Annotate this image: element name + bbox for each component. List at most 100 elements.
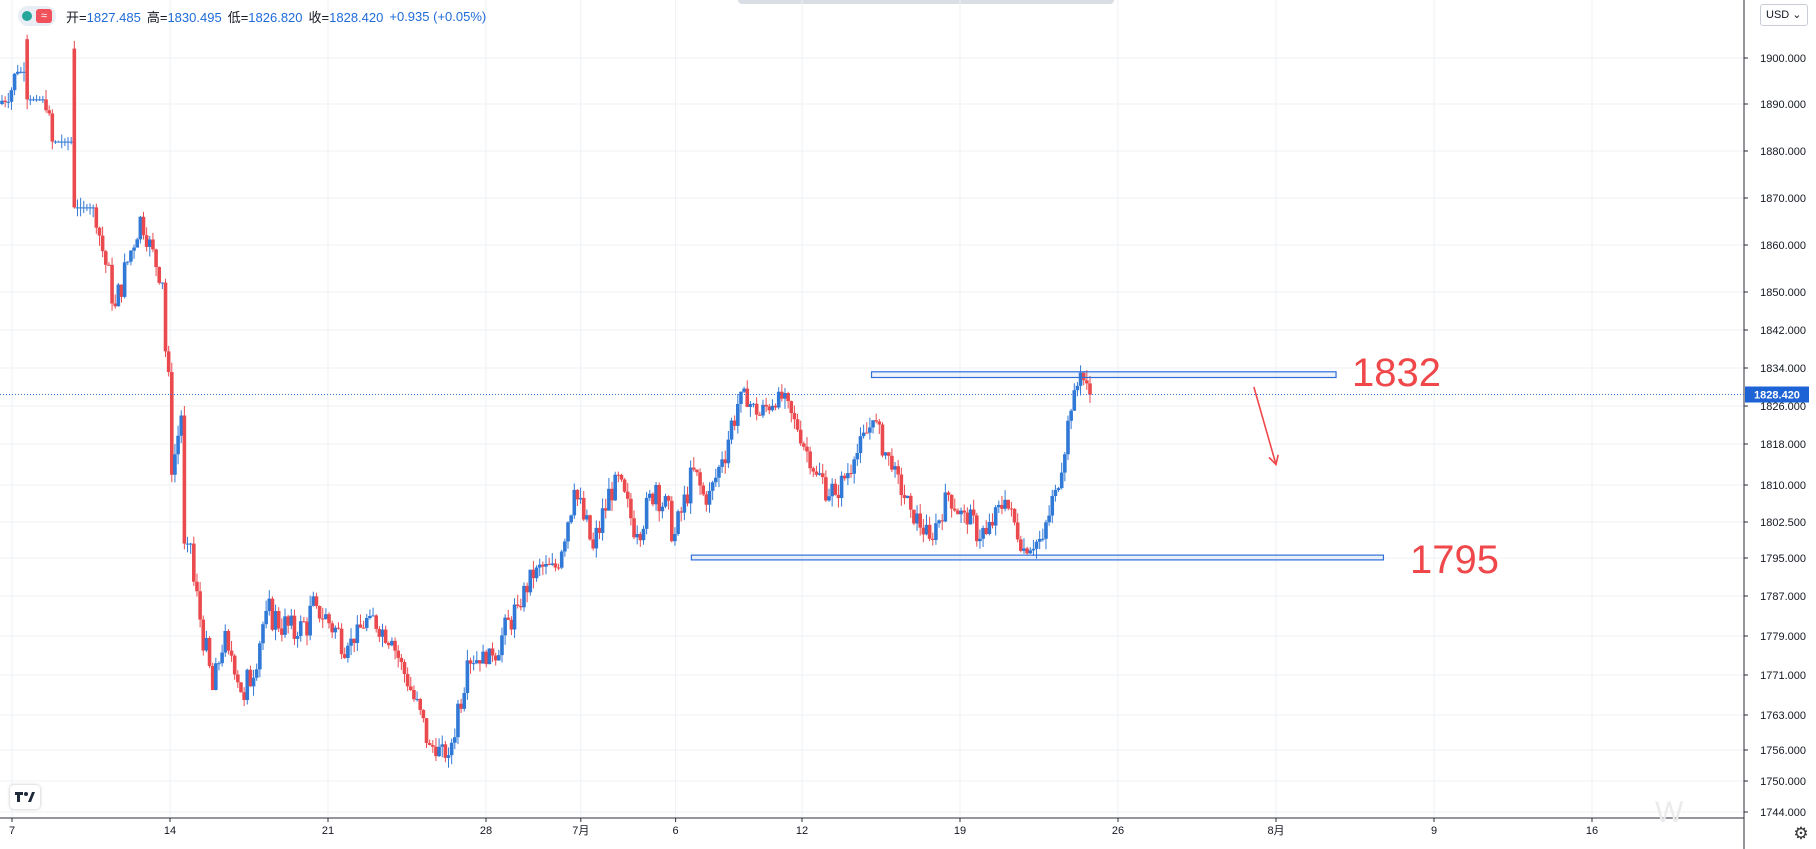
candle-body — [339, 628, 344, 655]
candle-body — [635, 534, 639, 538]
candle-body — [1085, 380, 1089, 384]
candle-body — [270, 598, 275, 630]
candle-body — [192, 543, 196, 582]
candle-body — [773, 405, 778, 408]
candle-body — [399, 657, 404, 663]
candle-body — [691, 467, 696, 470]
candle-body — [880, 424, 885, 456]
candle-body — [503, 617, 507, 636]
candle-body — [912, 509, 916, 524]
candle-body — [550, 563, 555, 565]
candle-body — [201, 619, 206, 651]
candle-body — [905, 495, 910, 499]
close-label: 收 — [308, 9, 322, 25]
candle-body — [1000, 504, 1004, 509]
gear-icon[interactable]: ⚙ — [1793, 824, 1809, 843]
candle-body — [226, 631, 231, 651]
candle-body — [349, 638, 353, 646]
ohlc-low: 低=1826.820 — [227, 9, 303, 25]
candle-body — [1072, 390, 1077, 411]
candle-body — [890, 455, 894, 470]
candle-body — [254, 669, 259, 678]
candle-body — [1075, 385, 1080, 391]
candle-body — [657, 485, 662, 512]
candle-body — [978, 538, 982, 542]
price-tick-label: 1842.000 — [1760, 325, 1806, 337]
tv-logo-icon — [15, 792, 35, 802]
candle-body — [459, 703, 463, 709]
candle-body — [500, 635, 504, 656]
candle-body — [1009, 508, 1014, 510]
candle-body — [789, 401, 794, 414]
candle-body — [871, 420, 875, 428]
candle-body — [874, 420, 878, 422]
candle-body — [214, 663, 218, 690]
candle-body — [493, 655, 498, 661]
candle-body — [698, 472, 702, 486]
legend-toggle[interactable]: ≈ — [18, 6, 56, 26]
candle-body — [154, 249, 158, 268]
candle-body — [531, 569, 536, 579]
candle-body — [984, 528, 989, 534]
candle-body — [1056, 488, 1061, 490]
candle-body — [993, 507, 998, 526]
candle-body — [758, 414, 762, 416]
candle-body — [424, 718, 429, 744]
candle-body — [569, 515, 573, 523]
candle-body — [72, 48, 77, 208]
candle-body — [47, 110, 51, 114]
candle-body — [160, 282, 165, 284]
watermark: W — [1655, 796, 1685, 829]
candle-body — [44, 99, 48, 111]
candle-body — [629, 498, 633, 519]
candle-body — [1041, 538, 1045, 540]
candle-body — [1081, 372, 1086, 381]
candle-body — [852, 459, 856, 474]
candle-body — [971, 509, 976, 516]
candle-body — [374, 615, 378, 629]
candle-body — [566, 522, 570, 542]
candle-body — [364, 618, 369, 628]
candle-body — [726, 439, 731, 464]
candle-body — [487, 648, 492, 665]
candle-body — [0, 100, 4, 104]
candle-body — [849, 473, 853, 475]
wave-icon[interactable]: ≈ — [36, 9, 52, 23]
time-tick-label: 28 — [480, 825, 492, 837]
candle-body — [842, 475, 847, 479]
candle-body — [144, 235, 149, 247]
candle-body — [669, 500, 674, 542]
candle-body — [481, 651, 485, 664]
candle-body — [827, 496, 831, 501]
candle-body — [342, 654, 347, 658]
candle-body — [908, 495, 913, 510]
candle-body — [207, 637, 212, 667]
candle-body — [421, 709, 426, 719]
price-tick-label: 1850.000 — [1760, 287, 1806, 299]
currency-selector[interactable]: USD ⌄ — [1760, 4, 1808, 26]
candle-body — [361, 627, 366, 629]
candle-body — [9, 90, 14, 102]
candle-body — [1078, 372, 1083, 386]
candle-body — [358, 624, 363, 628]
price-tick-label: 1750.000 — [1760, 776, 1806, 788]
candle-body — [113, 303, 118, 307]
candle-body — [820, 473, 825, 478]
price-tick-label: 1818.000 — [1760, 439, 1806, 451]
candle-body — [185, 543, 190, 545]
price-tick-label: 1890.000 — [1760, 99, 1806, 111]
candle-body — [19, 71, 23, 73]
time-tick-label: 7月 — [572, 825, 589, 837]
candle-body — [497, 655, 501, 661]
candle-body — [132, 247, 136, 251]
visibility-icon[interactable] — [22, 11, 32, 21]
tradingview-logo[interactable] — [10, 785, 40, 809]
candle-body — [537, 564, 542, 568]
candle-body — [899, 474, 904, 496]
candle-body — [56, 141, 61, 143]
candle-body — [622, 479, 627, 492]
candle-body — [732, 420, 737, 426]
candle-body — [682, 494, 687, 513]
candle-body — [764, 404, 768, 407]
